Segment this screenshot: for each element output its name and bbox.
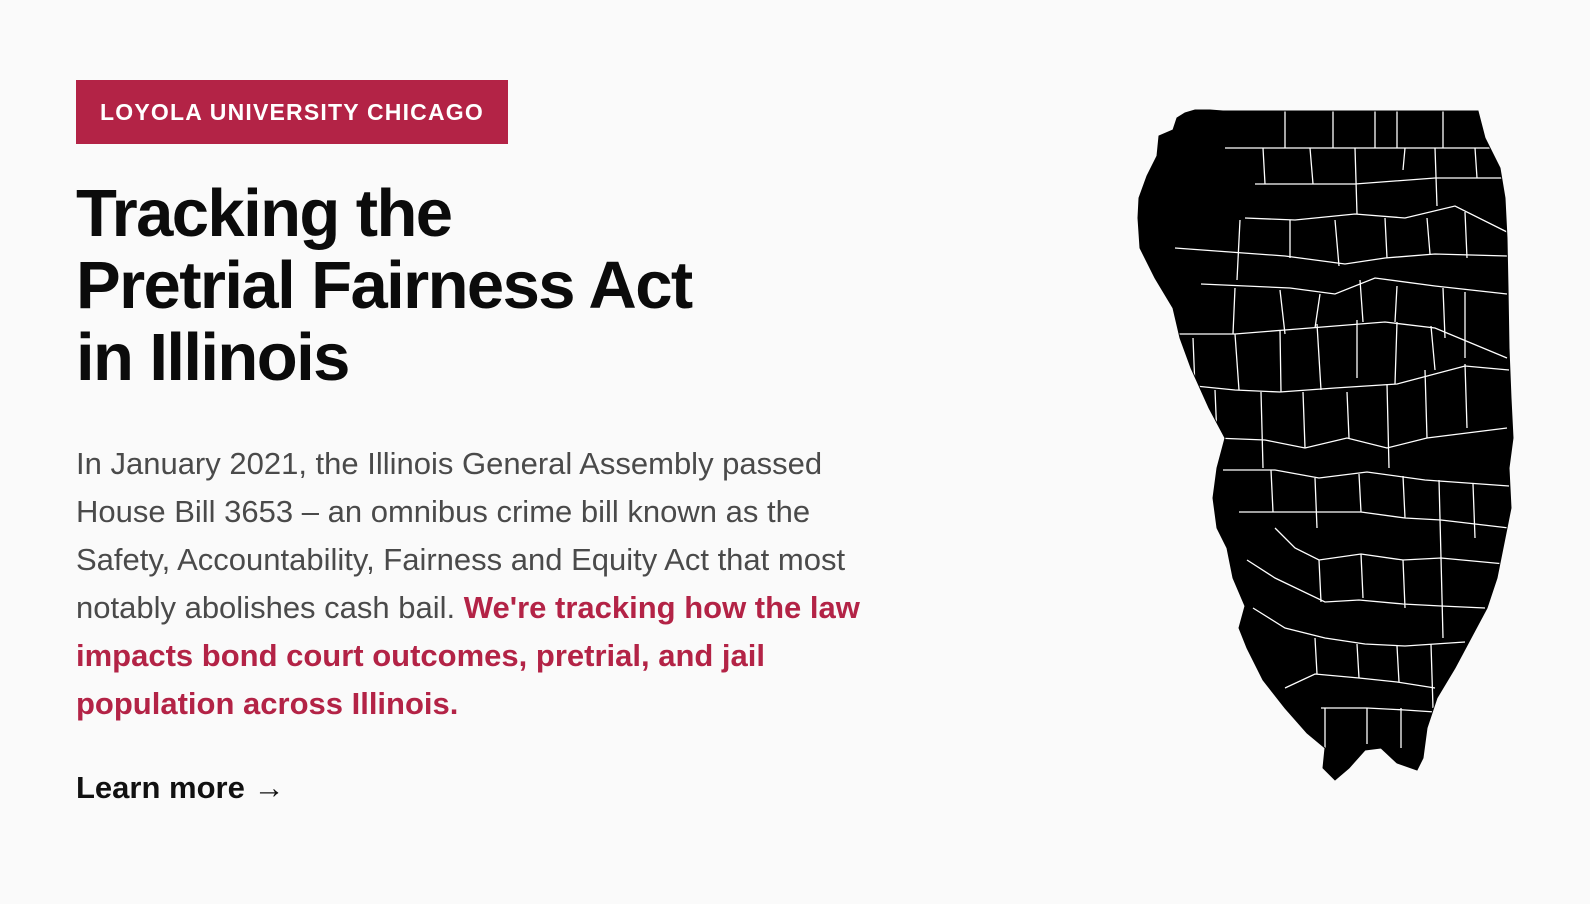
learn-more-link[interactable]: Learn more → bbox=[76, 770, 285, 805]
intro-text: In January 2021, the Illinois General As… bbox=[76, 446, 846, 625]
intro-paragraph: In January 2021, the Illinois General As… bbox=[76, 440, 896, 728]
illinois-map-svg bbox=[1137, 109, 1514, 781]
page-title: Tracking the Pretrial Fairness Act in Il… bbox=[76, 178, 896, 394]
title-line-1: Tracking the bbox=[76, 176, 453, 251]
hero-section: LOYOLA UNIVERSITY CHICAGO Tracking the P… bbox=[76, 80, 896, 759]
illinois-county-map-icon bbox=[1135, 108, 1525, 788]
title-line-2: Pretrial Fairness Act bbox=[76, 248, 693, 323]
university-badge: LOYOLA UNIVERSITY CHICAGO bbox=[76, 80, 508, 144]
title-line-3: in Illinois bbox=[76, 320, 350, 395]
intro-highlight: We're tracking how the law impacts bond … bbox=[76, 590, 860, 721]
